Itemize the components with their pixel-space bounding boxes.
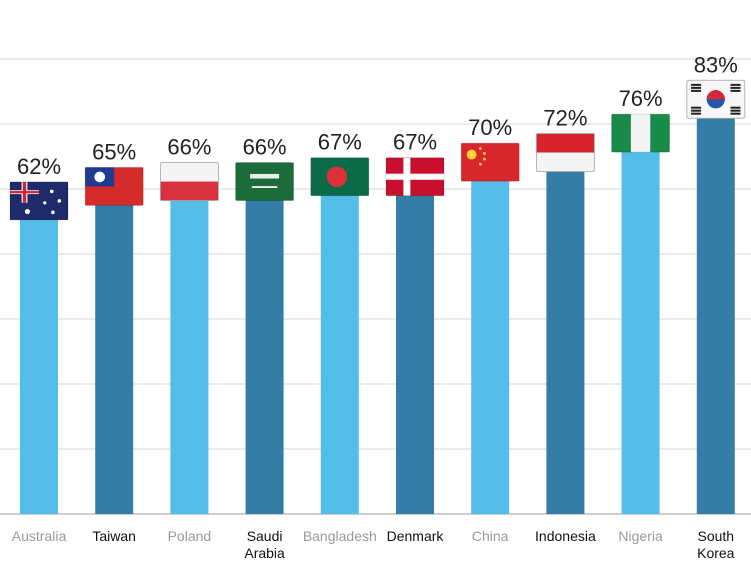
value-label: 66% — [167, 135, 211, 160]
nigeria-flag-icon — [611, 113, 671, 153]
bar — [95, 199, 134, 514]
value-label: 72% — [543, 106, 587, 131]
value-label: 67% — [393, 130, 437, 155]
category-label: Nigeria — [618, 528, 663, 544]
bars — [20, 112, 735, 515]
category-label: Poland — [168, 528, 212, 544]
denmark-flag-icon — [385, 157, 445, 197]
south-korea-flag-icon — [686, 79, 746, 119]
category-label: Taiwan — [92, 528, 136, 544]
category-label: China — [472, 528, 509, 544]
category-labels: Australia Taiwan Poland Saudi Arabia Banglade… — [12, 528, 735, 561]
bar — [170, 194, 209, 514]
bar — [20, 213, 58, 515]
australia-flag-icon — [9, 181, 69, 221]
value-label: 66% — [243, 135, 287, 160]
value-labels: 62% 65% 66% 66% 67% 67% 70% 72% 76% 83% — [17, 52, 738, 179]
category-label: Indonesia — [535, 528, 596, 544]
category-label: South Korea — [697, 528, 735, 561]
china-flag-icon — [460, 142, 520, 182]
category-label: Saudi Arabia — [244, 528, 285, 561]
bar — [245, 194, 284, 514]
bar — [621, 146, 660, 514]
value-label: 62% — [17, 154, 61, 179]
value-label: 70% — [468, 115, 512, 140]
category-label: Bangladesh — [303, 528, 377, 544]
saudi-arabia-flag-icon — [235, 162, 295, 202]
value-label: 65% — [92, 139, 136, 164]
indonesia-flag-icon — [535, 133, 595, 173]
bar — [396, 189, 434, 514]
value-label: 67% — [318, 130, 362, 155]
bar — [320, 189, 359, 514]
value-label: 83% — [694, 52, 738, 77]
value-label: 76% — [619, 86, 663, 111]
poland-flag-icon — [159, 162, 219, 202]
taiwan-flag-icon — [84, 166, 144, 206]
flags — [9, 79, 746, 221]
category-label: Denmark — [387, 528, 445, 544]
category-label: Australia — [12, 528, 67, 544]
bar — [546, 165, 585, 514]
bar — [471, 175, 510, 514]
bar — [696, 112, 735, 514]
bangladesh-flag-icon — [310, 157, 370, 197]
